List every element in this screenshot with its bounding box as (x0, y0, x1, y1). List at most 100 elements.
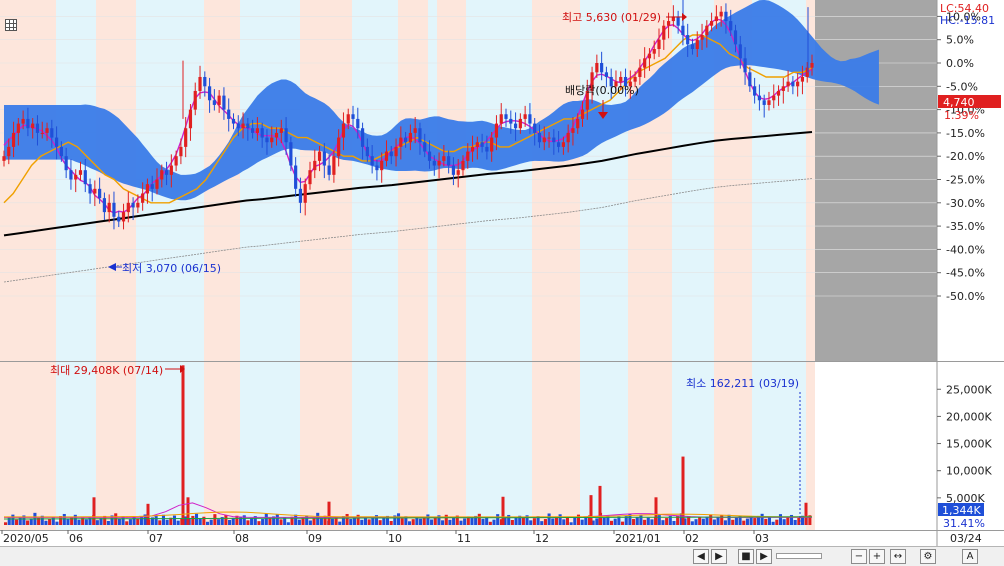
candle-body-40 (193, 90, 197, 110)
vol-bar-137 (507, 514, 511, 525)
vol-bar-6 (26, 520, 30, 525)
candle-body-93 (447, 156, 451, 166)
dividend-annotation: 배당락(0.00%) (565, 84, 639, 97)
candle-body-97 (466, 151, 470, 161)
vol-bar-72 (268, 518, 272, 525)
vol-band-6 (300, 362, 352, 530)
vol-bar-97 (360, 519, 364, 525)
fast-forward-icon[interactable]: ▶ (756, 549, 772, 564)
vol-bar-147 (543, 519, 547, 525)
price-tick-4: -5.0% (946, 80, 978, 93)
vol-bar-192 (709, 514, 713, 525)
candle-81 (389, 145, 393, 165)
vol-bar-69 (257, 521, 261, 525)
vol-bar-84 (312, 518, 316, 525)
candle-body-111 (533, 123, 537, 133)
candle-33 (160, 164, 164, 188)
candle-98 (470, 135, 475, 162)
x-tick-9: 02 (685, 532, 699, 545)
vol-band-18 (806, 362, 815, 530)
vol-bar-15 (59, 516, 63, 525)
x-tick-0: 2020/05 (3, 532, 49, 545)
axes: LC:54.40 HC:-15.81 15.0%10.0%5.0%0.0%-5.… (0, 0, 1004, 546)
vol-bar-132 (488, 521, 492, 525)
candle-87 (418, 122, 422, 155)
candle-61 (294, 157, 298, 197)
vol-bar-28 (106, 520, 110, 525)
candle-body-76 (365, 146, 369, 157)
vol-bar-206 (760, 513, 764, 525)
candle-38 (184, 117, 188, 158)
candle-body-143 (686, 35, 690, 45)
vol-bar-175 (646, 517, 650, 525)
vol-bar-61 (228, 520, 232, 525)
candle-79 (380, 152, 384, 183)
vol-bar-10 (40, 515, 44, 525)
vol-bar-160 (591, 520, 595, 525)
candle-body-38 (184, 128, 188, 147)
vol-bar-52 (194, 513, 199, 525)
candle-body-113 (542, 137, 546, 143)
vol-bar-141 (521, 517, 525, 525)
vol-bar-213 (786, 517, 790, 525)
candle-115 (552, 129, 556, 155)
vol-bar-139 (514, 517, 518, 525)
grid-icon[interactable] (5, 19, 17, 31)
candle-body-89 (427, 151, 432, 161)
candle-body-168 (805, 67, 809, 77)
vol-bar-178 (657, 515, 661, 525)
candle-body-23 (112, 202, 116, 217)
candle-144 (690, 38, 695, 55)
candle-body-137 (657, 39, 661, 50)
text-icon[interactable]: A (962, 549, 978, 564)
vol-bar-94 (349, 519, 353, 525)
candle-body-130 (623, 76, 628, 87)
fit-icon[interactable]: ↔ (890, 549, 906, 564)
candle-73 (351, 105, 355, 127)
candle-110 (528, 103, 532, 134)
candle-165 (791, 76, 795, 95)
candle-37 (179, 138, 183, 165)
candle-108 (518, 113, 522, 134)
settings-icon[interactable]: ⚙ (920, 549, 936, 564)
candle-body-98 (470, 146, 475, 152)
vol-bar-111 (411, 519, 415, 525)
candle-23 (112, 191, 116, 230)
zoom-in-icon[interactable]: + (869, 549, 885, 564)
vol-bar-170 (628, 513, 632, 525)
candle-body-14 (69, 170, 73, 180)
candle-118 (566, 124, 570, 153)
vol-bar-55 (206, 521, 210, 525)
candle-146 (700, 23, 704, 50)
stock-chart[interactable]: 최고 5,630 (01/29) 최저 3,070 (06/15) 배당락(0.… (0, 0, 1004, 546)
candle-91 (437, 152, 441, 179)
zoom-out-icon[interactable]: − (851, 549, 867, 564)
vol-bar-107 (396, 513, 401, 525)
scroll-left-icon[interactable]: ◀ (693, 549, 709, 564)
zoom-slider[interactable] (776, 553, 822, 559)
candle-body-15 (74, 174, 78, 180)
candle-body-80 (384, 151, 389, 161)
vol-bar-110 (408, 521, 412, 525)
candle-body-64 (308, 170, 312, 185)
vol-bar-208 (767, 516, 771, 525)
vol-bar-87 (323, 515, 327, 525)
vol-bar-25 (95, 520, 99, 525)
candle-121 (580, 101, 585, 127)
vol-bar-36 (136, 518, 140, 525)
candle-body-133 (638, 67, 642, 77)
candle-body-35 (169, 165, 173, 175)
vol-bar-211 (778, 514, 783, 525)
candle-111 (533, 117, 537, 146)
candle-body-34 (164, 170, 169, 175)
candle-body-161 (772, 95, 776, 101)
stop-icon[interactable]: ■ (738, 549, 754, 564)
vol-bar-80 (297, 519, 301, 525)
candle-106 (509, 110, 513, 134)
vol-ma-long (4, 516, 812, 520)
scroll-right-icon[interactable]: ▶ (711, 549, 727, 564)
vol-bar-166 (613, 518, 617, 525)
candle-body-42 (203, 76, 207, 87)
candle-body-9 (45, 128, 49, 133)
vol-bar-212 (782, 519, 786, 525)
